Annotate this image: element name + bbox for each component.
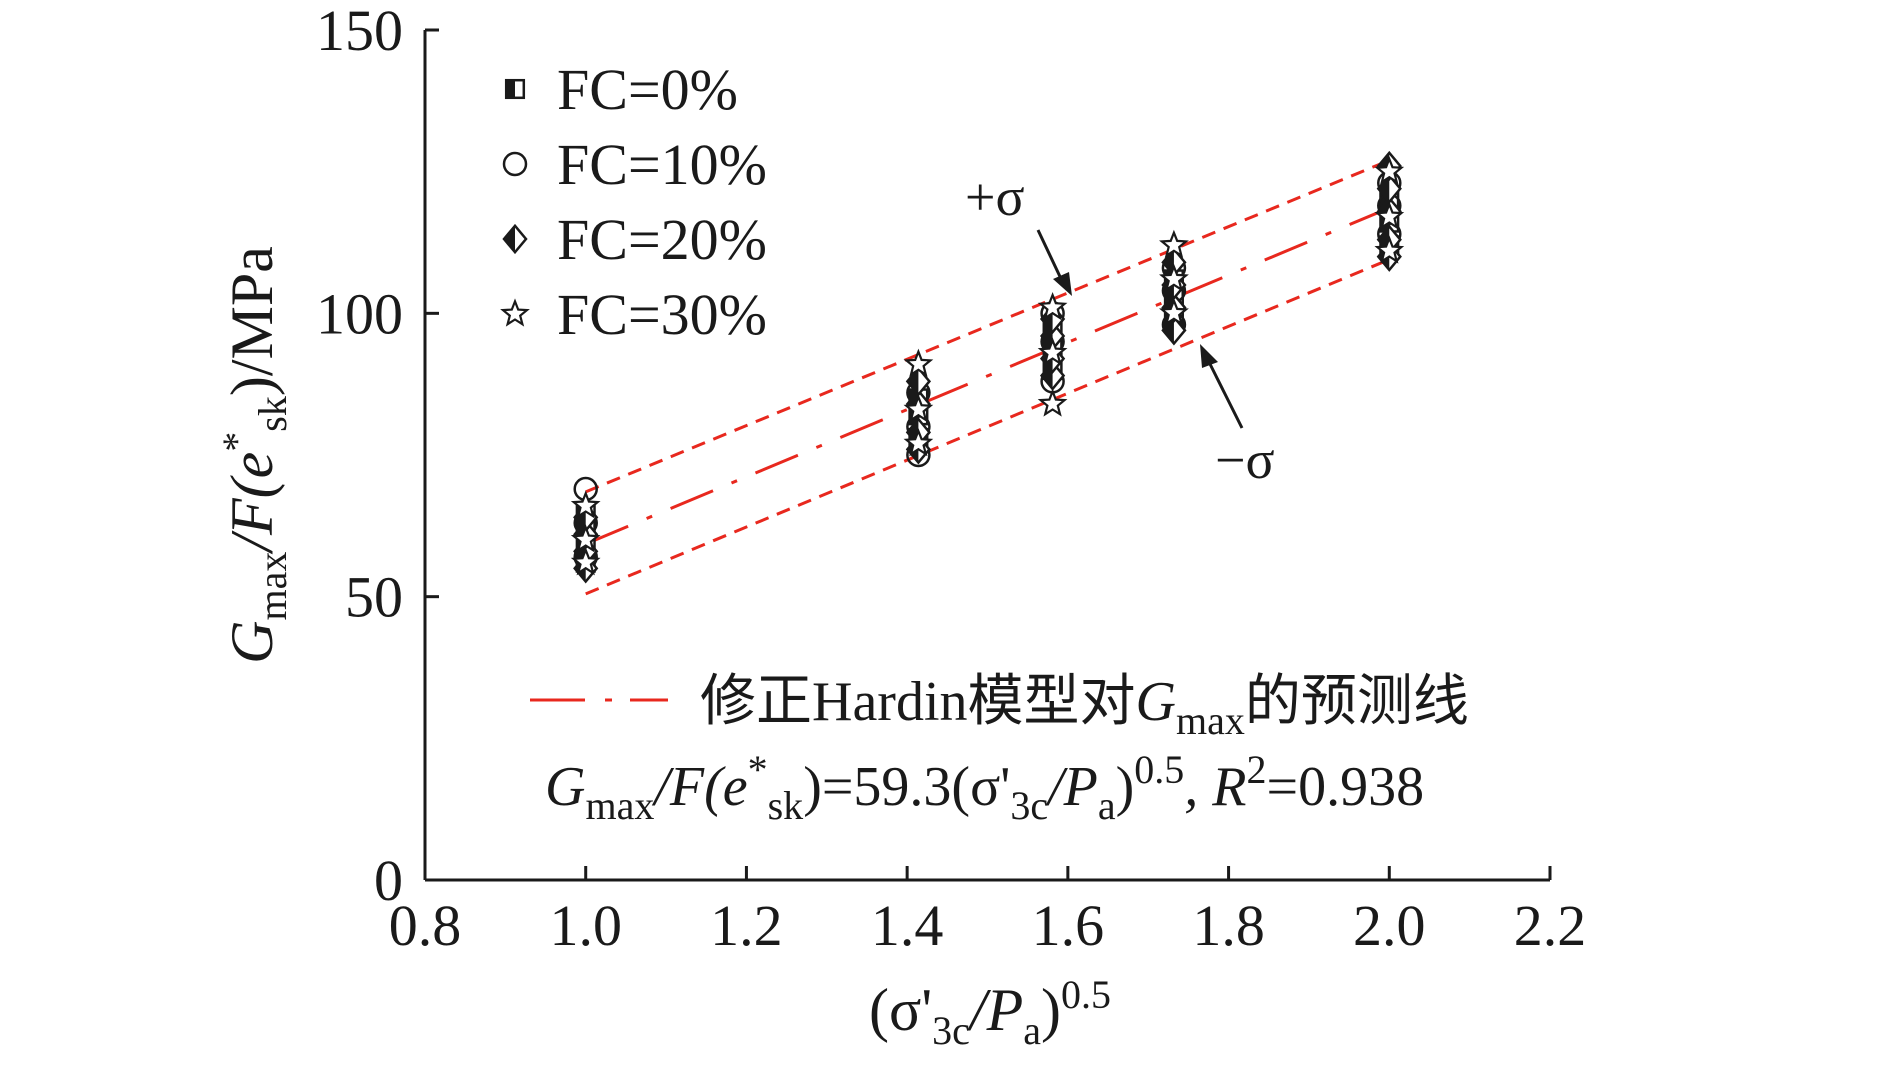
plus-sigma-arrowhead	[1053, 272, 1072, 296]
data-point-fc20-15	[1161, 247, 1187, 278]
x-tick-label: 2.2	[1514, 893, 1587, 958]
x-axis-title: (σ'3c/Pa)0.5	[869, 972, 1111, 1053]
fit-lines	[585, 158, 1390, 596]
data-markers	[570, 150, 1405, 584]
data-point-fc30-8	[1037, 291, 1068, 321]
legend-label-fc0: FC=0%	[557, 57, 738, 122]
data-point-fc30-1	[570, 524, 601, 553]
data-point-fc30-14	[1374, 155, 1405, 185]
minus-sigma-arrow	[1206, 359, 1244, 429]
plus-sigma-arrow	[1036, 229, 1065, 284]
data-point-fc30-11	[1159, 229, 1189, 259]
data-point-fc30-10	[1159, 263, 1189, 293]
data-point-fc30-3	[903, 427, 934, 457]
legend-marker-1	[502, 151, 528, 177]
x-tick-label: 1.0	[549, 893, 622, 958]
axes	[423, 30, 1550, 882]
equation-label: Gmax/F(e*sk)=59.3(σ'3c/Pa)0.5, R2=0.938	[545, 747, 1424, 828]
data-point-fc30-13	[1374, 201, 1405, 230]
data-point-fc30-5	[903, 348, 934, 378]
data-point-fc30-9	[1159, 297, 1189, 327]
y-tick-label: 150	[316, 0, 403, 63]
data-point-fc20-12	[1161, 315, 1187, 346]
legend-marker-3	[500, 298, 530, 327]
legend-marker-0	[504, 78, 526, 100]
data-point-fc30-12	[1374, 235, 1405, 264]
minus-sigma-label: −σ	[1215, 430, 1275, 490]
y-tick-label: 50	[345, 565, 403, 630]
legend-label-fc30: FC=30%	[557, 282, 767, 347]
x-tick-label: 1.8	[1192, 893, 1265, 958]
y-tick-label: 100	[316, 281, 403, 346]
data-point-fc30-6	[1037, 388, 1068, 417]
data-point-fc30-2	[570, 490, 601, 519]
y-tick-label: 0	[374, 848, 403, 913]
minus-sigma-line	[585, 258, 1390, 596]
x-tick-label: 1.2	[710, 893, 783, 958]
legend-markers	[500, 78, 530, 327]
plus-sigma-line	[585, 158, 1390, 494]
y-axis-title: Gmax/F(e*sk)/MPa	[214, 246, 295, 664]
legend-label-fc10: FC=10%	[557, 132, 767, 197]
data-point-fc30-0	[570, 546, 601, 576]
minus-sigma-arrowhead	[1200, 344, 1218, 368]
x-tick-label: 0.8	[389, 893, 462, 958]
legend-marker-2	[502, 223, 528, 255]
plus-sigma-label: +σ	[965, 167, 1025, 227]
ticks	[423, 28, 1552, 882]
tick-labels: 0.8 1.0 1.2 1.4 1.6 1.8 2.0 2.2 0 50 100 150	[316, 0, 1586, 958]
data-point-fc20-7	[905, 366, 932, 397]
x-tick-label: 2.0	[1353, 893, 1426, 958]
data-point-fc30-7	[1037, 337, 1068, 366]
prediction-line	[585, 206, 1390, 546]
fit-legend-label: 修正Hardin模型对Gmax的预测线	[700, 671, 1469, 743]
data-point-fc30-4	[903, 393, 934, 423]
legend-label-fc20: FC=20%	[557, 207, 767, 272]
x-tick-label: 1.6	[1032, 893, 1105, 958]
x-tick-label: 1.4	[871, 893, 944, 958]
